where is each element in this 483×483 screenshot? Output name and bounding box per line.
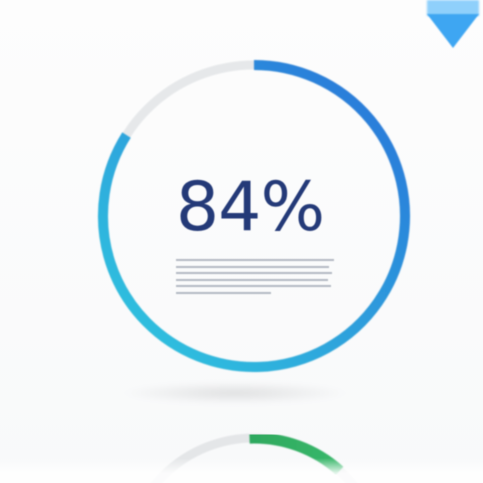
placeholder-text-line xyxy=(176,291,271,294)
placeholder-text-line xyxy=(176,285,331,287)
placeholder-text-line xyxy=(176,265,330,268)
triangle-icon xyxy=(427,14,479,48)
corner-marker-highlight xyxy=(427,0,479,16)
placeholder-text-line xyxy=(176,278,328,281)
gauge-percent-label: 84% xyxy=(175,168,325,247)
gauge-drop-shadow xyxy=(120,382,350,404)
placeholder-text-line xyxy=(176,272,333,274)
placeholder-text-block xyxy=(176,259,334,298)
main-gauge-arc xyxy=(98,60,410,372)
bottom-fade-overlay xyxy=(0,458,483,483)
placeholder-text-line xyxy=(176,259,334,261)
corner-marker xyxy=(413,0,483,54)
